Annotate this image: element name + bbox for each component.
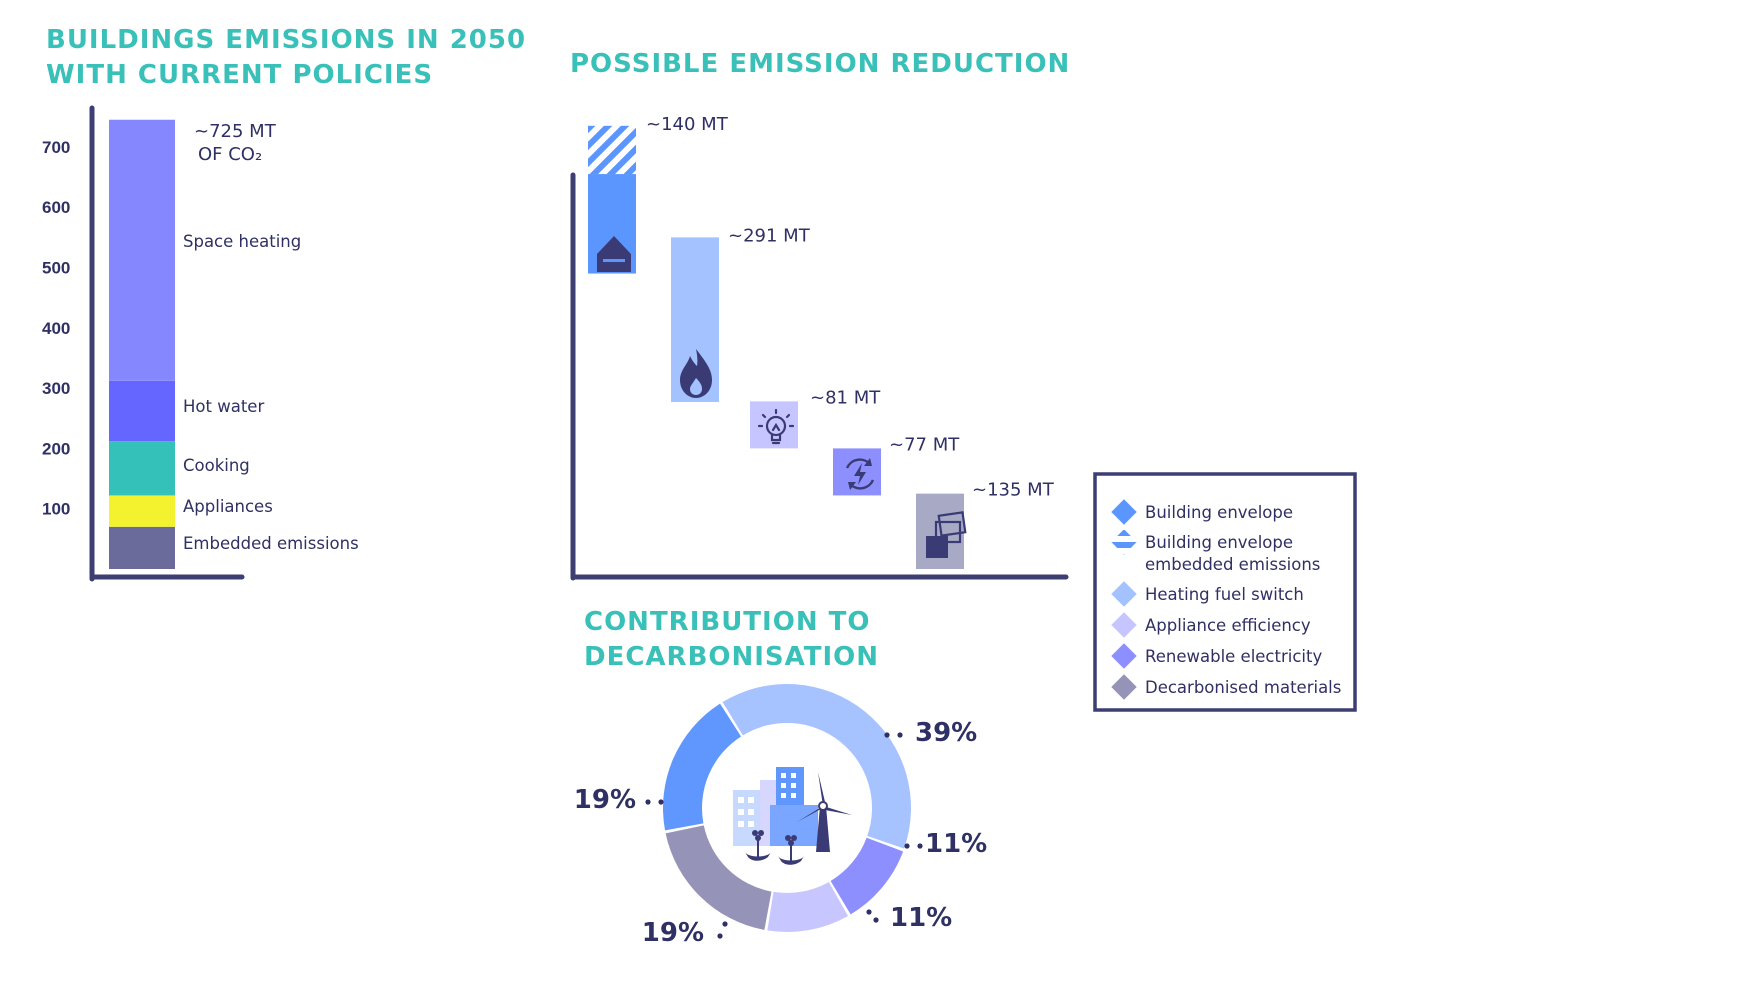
legend-label-line2: embedded emissions	[1145, 555, 1320, 574]
left-chart-title-line2: WITH CURRENT POLICIES	[46, 60, 433, 90]
leader-dot	[658, 799, 664, 805]
donut-slice-appliance-efficiency	[767, 881, 849, 932]
donut-slice-building-envelope	[663, 703, 742, 831]
legend-item: Decarbonised materials	[1111, 674, 1341, 700]
segment-label: Hot water	[183, 397, 264, 416]
total-label-line1: ~725 MT	[194, 121, 277, 142]
leader-dot	[866, 909, 872, 915]
power-cycle-icon	[845, 458, 875, 490]
leader-dot	[717, 933, 723, 939]
segment-label: Appliances	[183, 497, 273, 516]
donut-slice-renewable-electricity	[830, 837, 904, 915]
waterfall-value-label: ~81 MT	[810, 387, 881, 408]
leader-dot	[884, 732, 890, 738]
legend-label: Renewable electricity	[1145, 647, 1322, 666]
stack-segment-appliances	[109, 495, 175, 527]
y-tick-label: 200	[42, 439, 70, 458]
y-tick-label: 700	[42, 138, 70, 157]
legend-label: Heating fuel switch	[1145, 585, 1304, 604]
waterfall-bar-appliance_efficiency	[750, 401, 798, 449]
lightbulb-icon	[757, 408, 795, 445]
legend-label: Appliance efficiency	[1145, 616, 1311, 635]
y-tick-label: 500	[42, 259, 70, 278]
donut-percent-label: 19%	[642, 918, 704, 948]
waterfall-value-label: ~77 MT	[889, 434, 960, 455]
stack-segment-cooking	[109, 441, 175, 496]
leader-dot	[917, 843, 923, 849]
leader-dot	[873, 917, 879, 923]
donut-percent-label: 11%	[925, 829, 987, 859]
legend-label: Decarbonised materials	[1145, 678, 1341, 697]
waterfall-title: POSSIBLE EMISSION REDUCTION	[570, 49, 1070, 79]
donut-percent-label: 19%	[574, 785, 636, 815]
leader-dot	[722, 921, 728, 927]
y-tick-label: 300	[42, 379, 70, 398]
legend-box	[1093, 472, 1357, 712]
y-tick-label: 400	[42, 319, 70, 338]
leader-dot	[645, 799, 651, 805]
materials-icon	[926, 511, 967, 558]
house-icon	[597, 236, 631, 272]
waterfall-value-label: ~135 MT	[972, 480, 1055, 501]
segment-label: Space heating	[183, 232, 301, 251]
waterfall-value-label: ~140 MT	[646, 114, 729, 135]
leader-dot	[904, 843, 910, 849]
total-label-line2: OF CO₂	[198, 144, 262, 165]
donut-percent-label: 39%	[915, 718, 977, 748]
stack-segment-hot-water	[109, 380, 175, 442]
segment-label: Embedded emissions	[183, 534, 359, 553]
donut-slice-heating-fuel-switch	[722, 684, 911, 849]
segment-label: Cooking	[183, 456, 250, 475]
leader-dot	[897, 732, 903, 738]
donut-percent-label: 11%	[890, 903, 952, 933]
waterfall-value-label: ~291 MT	[728, 225, 811, 246]
left-chart-title-line1: BUILDINGS EMISSIONS IN 2050	[46, 25, 526, 55]
donut-title-line2: DECARBONISATION	[584, 642, 879, 672]
legend-label: Building envelope	[1145, 533, 1293, 552]
stack-segment-space-heating	[109, 119, 175, 381]
waterfall-bar-building_envelope-embedded	[588, 125, 636, 175]
stack-segment-embedded-emissions	[109, 526, 175, 569]
y-tick-label: 100	[42, 500, 70, 519]
y-tick-label: 600	[42, 198, 70, 217]
legend-label: Building envelope	[1145, 503, 1293, 522]
waterfall-chart: ~140 MT ~291 MT ~81 MT ~77 MT ~135 MT	[570, 114, 1069, 581]
stacked-bar-chart: 100 200 300 400 500 600 700 Embedded emissions…	[42, 105, 359, 582]
donut-title-line1: CONTRIBUTION TO	[584, 607, 870, 637]
donut-chart: 39% 11% 11% 19% 19%	[574, 684, 987, 948]
city-wind-illustration	[733, 767, 852, 865]
legend: Building envelope Building envelope embedd…	[1093, 472, 1357, 712]
donut-slice-decarbonised-materials	[665, 825, 772, 930]
flame-icon	[680, 349, 712, 398]
